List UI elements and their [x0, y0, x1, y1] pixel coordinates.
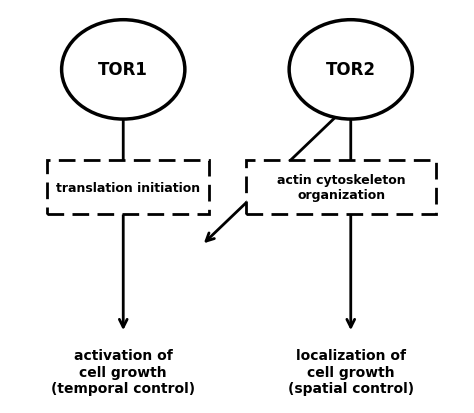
Text: actin cytoskeleton
organization: actin cytoskeleton organization	[277, 174, 406, 202]
Text: TOR2: TOR2	[326, 61, 376, 79]
Text: activation of
cell growth
(temporal control): activation of cell growth (temporal cont…	[51, 349, 195, 395]
Ellipse shape	[289, 21, 412, 120]
Text: localization of
cell growth
(spatial control): localization of cell growth (spatial con…	[288, 349, 414, 395]
Bar	[47, 161, 209, 215]
Ellipse shape	[62, 21, 185, 120]
Text: translation initiation: translation initiation	[56, 181, 200, 195]
Bar	[246, 161, 436, 215]
Text: TOR1: TOR1	[98, 61, 148, 79]
